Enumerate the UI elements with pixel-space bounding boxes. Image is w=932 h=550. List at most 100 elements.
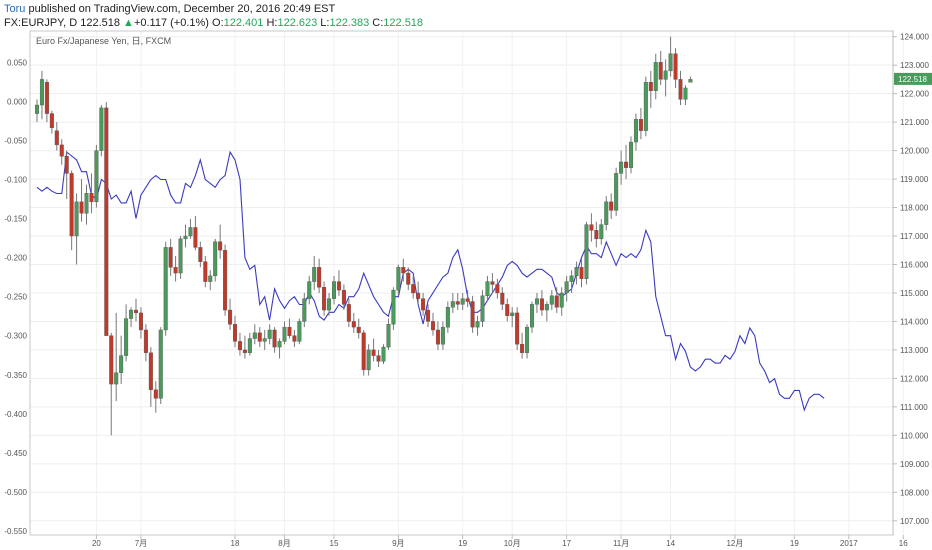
candle-down	[505, 298, 510, 322]
candle-body	[178, 238, 183, 274]
candle-up	[297, 318, 302, 345]
candle-down	[89, 173, 94, 214]
candle-up	[564, 275, 569, 302]
candle-body	[371, 349, 376, 356]
time-axis: 20 7月 18 8月 15 9月 19 10月 17 11月 14 12月 19 2017 16	[92, 535, 908, 548]
candle-down	[500, 287, 505, 311]
candle-down	[426, 304, 431, 328]
candle-body	[668, 53, 673, 72]
candle-up	[688, 76, 693, 83]
candle-up	[39, 70, 44, 120]
candle-body	[549, 295, 554, 305]
candle-down	[59, 139, 64, 165]
candle-body	[658, 62, 663, 80]
open-value: 122.401	[223, 17, 264, 29]
candle-down	[272, 327, 277, 353]
candle-up	[307, 275, 312, 305]
candle-body	[327, 298, 332, 311]
candle-down	[594, 221, 599, 248]
candle-up	[178, 236, 183, 279]
candle-down	[455, 292, 460, 311]
candle-body	[252, 332, 257, 339]
candle-down	[376, 349, 381, 367]
candle-up	[396, 264, 401, 296]
candle-body	[203, 261, 208, 282]
candle-body	[455, 301, 460, 305]
left-tick-label: -0.500	[4, 488, 27, 497]
candle-up	[213, 238, 218, 282]
candle-body	[124, 318, 129, 356]
candle-body	[232, 324, 237, 342]
candle-body	[317, 267, 322, 288]
candle-down	[64, 150, 69, 199]
right-tick-label: 111.000	[900, 403, 928, 412]
candle-body	[559, 292, 564, 308]
candle-up	[480, 290, 485, 328]
candle-up	[450, 292, 455, 313]
candle-body	[534, 298, 539, 305]
candle-up	[604, 196, 609, 231]
candle-body	[421, 298, 426, 311]
left-axis: 0.050 0.000 -0.050 -0.100 -0.150 -0.200 -0.250…	[4, 58, 27, 536]
right-tick-label: 115.000	[900, 289, 929, 298]
candle-body	[228, 309, 233, 325]
candle-down	[228, 298, 233, 330]
candle-up	[129, 307, 134, 328]
candle-body	[599, 224, 604, 240]
candle-down	[371, 338, 376, 362]
left-tick-label: 0.000	[7, 97, 28, 106]
candle-up	[475, 315, 480, 336]
right-tick-label: 124.000	[900, 33, 929, 42]
candle-body	[520, 344, 525, 353]
candle-down	[495, 278, 500, 299]
candle-body	[584, 224, 589, 279]
candle-body	[35, 104, 40, 114]
x-tick-label: 19	[790, 539, 799, 548]
candle-up	[445, 301, 450, 333]
candle-body	[267, 329, 272, 339]
candle-body	[530, 304, 535, 328]
candle-body	[406, 272, 411, 285]
low-label: L:	[317, 17, 330, 29]
candle-up	[663, 59, 668, 97]
candle-up	[252, 324, 257, 345]
candle-up	[99, 105, 104, 157]
candle-down	[143, 324, 148, 362]
candle-down	[421, 292, 426, 316]
candle-body	[242, 349, 247, 353]
candle-body	[282, 326, 287, 342]
candle-up	[208, 270, 213, 291]
candle-body	[114, 372, 119, 385]
candle-body	[287, 326, 292, 336]
right-tick-label: 123.000	[900, 61, 929, 70]
x-tick-label: 16	[899, 539, 908, 548]
candle-body	[218, 241, 223, 251]
candle-down	[287, 318, 292, 339]
author-link[interactable]: Toru	[4, 3, 26, 15]
x-tick-label: 8月	[278, 539, 290, 548]
candle-down	[153, 381, 158, 413]
published-text: published on TradingView.com, December 2…	[25, 3, 336, 15]
candle-down	[351, 312, 356, 333]
candle-up	[525, 324, 530, 359]
candle-down	[465, 290, 470, 308]
candle-down	[223, 244, 228, 316]
candle-body	[89, 193, 94, 203]
candle-body	[143, 329, 148, 353]
candle-up	[569, 270, 574, 293]
candle-body	[624, 161, 629, 168]
left-tick-label: 0.050	[7, 58, 28, 67]
candle-down	[416, 281, 421, 305]
candle-up	[386, 318, 391, 350]
candle-body	[44, 82, 49, 114]
candle-up	[530, 301, 535, 333]
candle-down	[148, 347, 153, 407]
left-tick-label: -0.250	[4, 293, 27, 302]
x-tick-label: 19	[458, 539, 467, 548]
candle-down	[242, 335, 247, 359]
candle-body	[525, 326, 530, 353]
candle-body	[64, 156, 69, 174]
candle-up	[124, 304, 129, 362]
candle-down	[104, 102, 109, 336]
